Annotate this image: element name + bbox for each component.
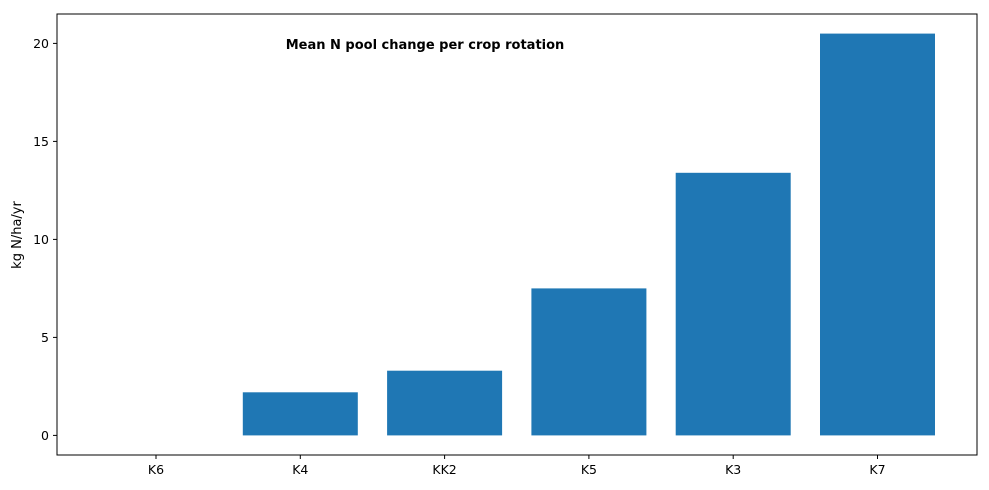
y-tick-label: 0 (41, 428, 49, 443)
y-tick-label: 10 (33, 232, 49, 247)
bar-kk2 (387, 370, 503, 436)
x-tick-label: K7 (869, 462, 885, 477)
chart-title: Mean N pool change per crop rotation (286, 38, 565, 53)
bar-k4 (242, 392, 358, 436)
bars-group (242, 33, 935, 436)
x-axis-ticks: K6 K4 KK2 K5 K3 K7 (148, 455, 886, 477)
plot-frame (56, 13, 978, 456)
y-tick-label: 5 (41, 330, 49, 345)
x-tick-label: K3 (725, 462, 741, 477)
bar-k7 (820, 33, 935, 436)
bar-k5 (531, 288, 647, 436)
y-tick-label: 15 (33, 134, 49, 149)
bar-k3 (675, 172, 791, 436)
x-tick-label: K5 (581, 462, 597, 477)
x-tick-label: K6 (148, 462, 164, 477)
y-axis-label: kg N/ha/yr (10, 201, 25, 269)
y-tick-label: 20 (33, 36, 49, 51)
x-tick-label: K4 (292, 462, 308, 477)
y-axis-ticks: 0 5 10 15 20 (33, 36, 57, 443)
x-tick-label: KK2 (432, 462, 456, 477)
